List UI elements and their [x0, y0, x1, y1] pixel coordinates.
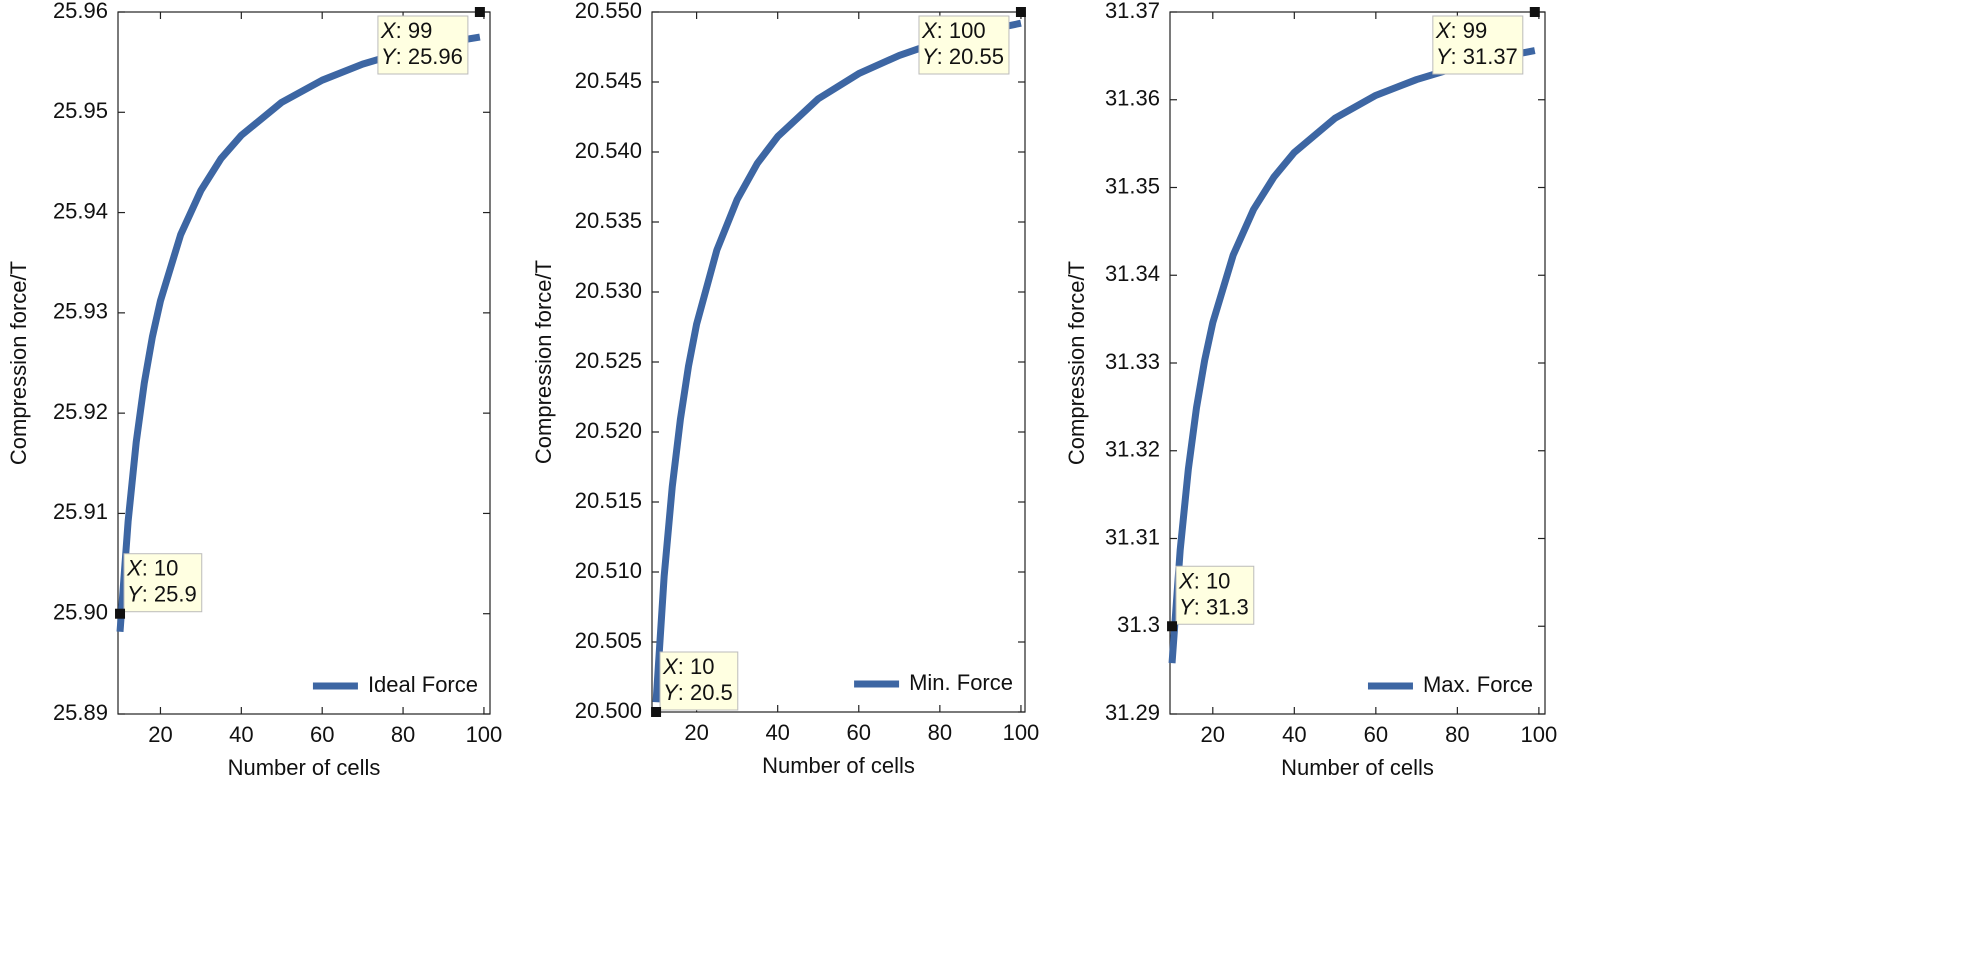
x-tick-label: 80	[391, 722, 415, 747]
y-tick-label: 31.32	[1105, 437, 1160, 462]
x-tick-label: 40	[765, 720, 789, 745]
x-tick-label: 40	[1282, 722, 1306, 747]
x-tick-label: 100	[1003, 720, 1040, 745]
series-line	[116, 33, 481, 633]
y-axis-label: Compression force/T	[531, 260, 556, 464]
datatip-box	[123, 553, 203, 613]
datatip-label: Y: 20.55	[922, 44, 1004, 69]
y-tick-label: 20.500	[575, 698, 642, 723]
datatip-label: X: 10	[126, 556, 178, 581]
legend-label: Min. Force	[909, 670, 1013, 695]
datatip-marker	[651, 707, 662, 717]
x-axis-label: Number of cells	[228, 755, 381, 780]
datatip-box	[1432, 15, 1524, 75]
y-tick-label: 20.545	[575, 68, 642, 93]
y-tick-label: 31.36	[1105, 86, 1160, 111]
legend-label: Max. Force	[1423, 672, 1533, 697]
y-tick-label: 31.31	[1105, 524, 1160, 549]
y-tick-label: 20.550	[575, 0, 642, 23]
datatip-label: Y: 25.96	[381, 44, 463, 69]
datatip-label: Y: 31.3	[1179, 594, 1249, 619]
datatip-marker	[1529, 7, 1540, 17]
datatip-label: X: 10	[662, 654, 714, 679]
y-tick-label: 20.505	[575, 628, 642, 653]
y-tick-label: 25.90	[53, 600, 108, 625]
x-tick-label: 20	[148, 722, 172, 747]
datatip-label: X: 10	[1178, 568, 1230, 593]
y-tick-label: 31.34	[1105, 261, 1160, 286]
datatip-box	[918, 15, 1010, 75]
y-tick-label: 25.94	[53, 198, 108, 223]
y-tick-label: 25.95	[53, 98, 108, 123]
datatip-marker	[474, 7, 485, 17]
x-tick-label: 20	[1201, 722, 1225, 747]
y-axis-label: Compression force/T	[6, 261, 31, 465]
series-line	[652, 19, 1022, 703]
x-axis-label: Number of cells	[762, 753, 915, 778]
y-tick-label: 25.89	[53, 700, 108, 725]
legend-label: Ideal Force	[368, 672, 478, 697]
datatip-label: Y: 20.5	[663, 680, 733, 705]
x-axis-label: Number of cells	[1281, 755, 1434, 780]
y-tick-label: 20.535	[575, 208, 642, 233]
y-tick-label: 20.540	[575, 138, 642, 163]
y-tick-label: 31.29	[1105, 700, 1160, 725]
x-tick-label: 40	[229, 722, 253, 747]
y-tick-label: 31.35	[1105, 173, 1160, 198]
panel: 31.29 31.3 31.31 31.32 31.33 31.34 31.35 31.36 3…	[1064, 0, 1557, 780]
x-tick-label: 80	[1445, 722, 1469, 747]
y-axis-label: Compression force/T	[1064, 261, 1089, 465]
x-tick-label: 80	[928, 720, 952, 745]
y-tick-label: 25.96	[53, 0, 108, 23]
x-tick-label: 60	[310, 722, 334, 747]
y-tick-label: 25.91	[53, 499, 108, 524]
y-tick-label: 25.93	[53, 299, 108, 324]
y-tick-label: 25.92	[53, 399, 108, 424]
y-tick-label: 20.520	[575, 418, 642, 443]
datatip-label: Y: 31.37	[1436, 44, 1518, 69]
y-tick-label: 20.515	[575, 488, 642, 513]
datatip-label: X: 100	[921, 18, 986, 43]
y-tick-label: 31.37	[1105, 0, 1160, 23]
datatip-marker	[115, 608, 126, 619]
y-tick-label: 31.33	[1105, 349, 1160, 374]
plot-area	[651, 11, 1026, 713]
x-tick-label: 60	[847, 720, 871, 745]
y-tick-label: 20.530	[575, 278, 642, 303]
x-tick-label: 60	[1364, 722, 1388, 747]
datatip-label: Y: 25.9	[127, 582, 197, 607]
panel: 25.89 25.90 25.91 25.92 25.93 25.94 25.95 25.96…	[6, 0, 502, 780]
datatip-label: X: 99	[1435, 18, 1487, 43]
y-tick-label: 31.3	[1117, 612, 1160, 637]
y-tick-label: 20.525	[575, 348, 642, 373]
x-tick-label: 20	[684, 720, 708, 745]
datatip-box	[659, 651, 739, 711]
x-tick-label: 100	[466, 722, 503, 747]
x-tick-label: 100	[1521, 722, 1558, 747]
datatip-marker	[1167, 621, 1178, 632]
datatip-box	[1175, 565, 1255, 625]
datatip-marker	[1015, 7, 1026, 17]
datatip-label: X: 99	[380, 18, 432, 43]
panel: 20.500 20.505 20.510 20.515 20.520 20.525 20.5…	[531, 0, 1039, 778]
datatip-box	[377, 15, 469, 75]
y-tick-label: 20.510	[575, 558, 642, 583]
plot-area	[117, 11, 491, 715]
